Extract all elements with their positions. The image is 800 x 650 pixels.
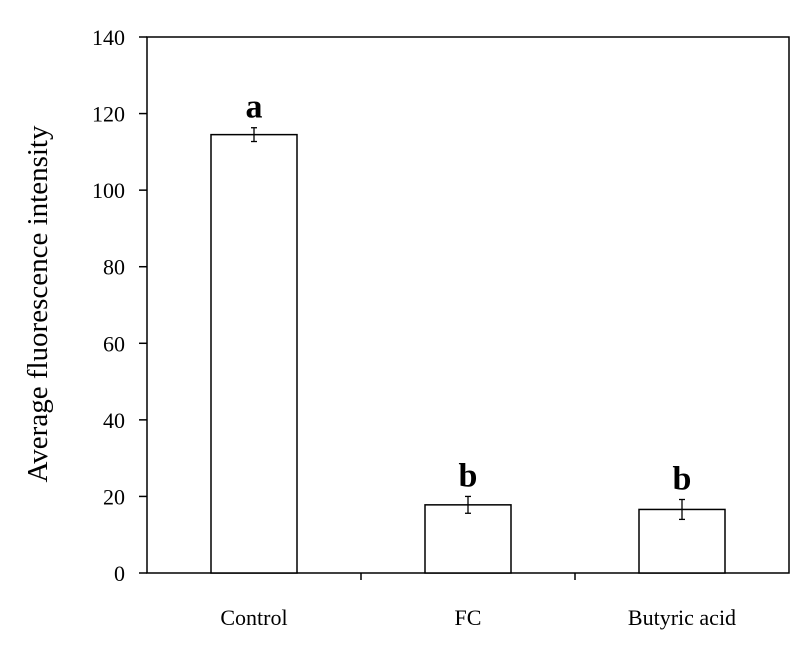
significance-label: b — [459, 457, 478, 494]
y-tick-label: 40 — [103, 408, 125, 433]
bar — [638, 508, 726, 574]
y-tick-label: 140 — [92, 25, 125, 50]
plot-area: 0 20 40 60 80 100 120 140 a Control b FC b Butyric ac… — [92, 25, 790, 630]
y-tick-label: 120 — [92, 102, 125, 127]
x-tick-label: FC — [455, 605, 482, 630]
significance-label: b — [673, 460, 692, 497]
y-tick-label: 0 — [114, 561, 125, 586]
y-tick-label: 100 — [92, 178, 125, 203]
y-tick-label: 20 — [103, 484, 125, 509]
y-axis-label: Average fluorescence intensity — [22, 125, 54, 482]
y-tick-label: 60 — [103, 331, 125, 356]
x-tick-label: Control — [220, 605, 287, 630]
bar — [424, 504, 512, 574]
bar — [210, 133, 298, 574]
y-tick-label: 80 — [103, 255, 125, 280]
x-tick-label: Butyric acid — [628, 605, 736, 630]
significance-label: a — [246, 89, 263, 126]
